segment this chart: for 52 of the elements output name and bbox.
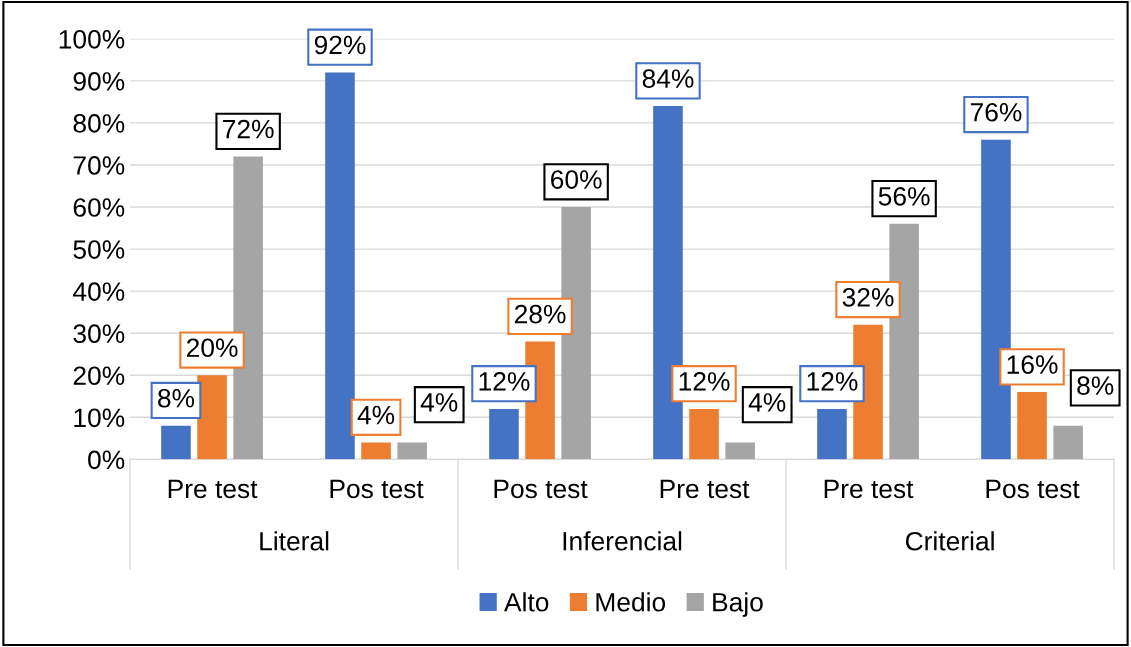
bar [197,375,227,460]
x-tick-label: Pos test [494,479,588,499]
x-tick-label: Pre test [660,479,750,499]
x-tick-label: Pre test [824,479,914,499]
y-tick-label: 70% [73,156,125,175]
y-tick-label: 10% [74,408,125,428]
y-tick-label: 80% [73,114,125,133]
text: Literal [260,531,329,551]
x-tick-label: Pos test [330,479,424,499]
y-tick-label: 100% [59,29,125,49]
text: Inferencial [563,531,682,551]
bar [1053,425,1083,460]
y-tick-label: 90% [73,72,125,91]
y-tick-label: 50% [73,240,125,259]
bar [689,408,719,460]
data-label: 4% [357,405,395,425]
y-tick-label: 30% [73,324,125,344]
bar [325,72,355,460]
bar [161,425,191,460]
y-tick-label: 20% [73,366,125,386]
text: Criterial [905,531,994,551]
data-label: 60% [551,170,602,189]
bar [489,408,519,460]
data-label: 92% [314,35,366,55]
legend-label: Bajo [713,592,763,617]
bar [397,442,427,460]
data-label: 4% [420,393,458,412]
bar [1017,392,1047,460]
data-label: 12% [479,372,530,391]
x-tick-label: Pre test [168,479,258,499]
data-label: 72% [223,119,274,139]
data-label: 56% [878,187,930,206]
data-label: 76% [970,102,1022,122]
data-label: 16% [1007,355,1058,374]
data-label: 28% [514,304,566,324]
data-label: 20% [186,338,238,358]
legend-label: Medio [596,592,666,612]
y-tick-label: 60% [73,198,125,217]
data-label: 84% [642,69,694,88]
y-tick-label: 0% [88,450,125,470]
data-label: 8% [1077,376,1114,395]
legend-label: Alto [504,592,549,612]
data-label: 12% [807,372,858,391]
bar [725,442,755,460]
bar [817,408,847,460]
data-label: 12% [679,372,730,391]
data-label: 4% [748,393,786,412]
y-tick-label: 40% [73,282,125,301]
data-label: 32% [842,287,894,307]
bar [361,442,391,460]
data-label: 8% [158,388,195,408]
x-tick-label: Pos test [986,479,1080,499]
